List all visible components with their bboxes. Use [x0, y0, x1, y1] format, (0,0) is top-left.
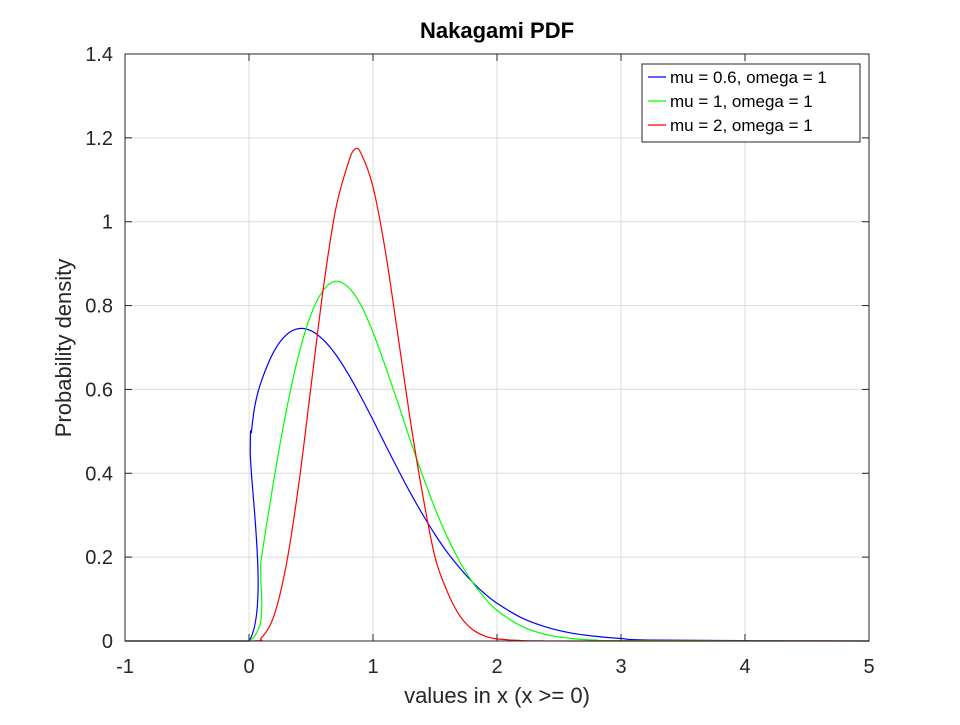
x-tick-label: 3	[615, 656, 626, 678]
chart-title: Nakagami PDF	[420, 18, 574, 43]
x-tick-label: 5	[863, 656, 874, 678]
legend: mu = 0.6, omega = 1 mu = 1, omega = 1 mu =…	[641, 63, 861, 143]
legend-entry-1: mu = 0.6, omega = 1	[670, 68, 827, 87]
legend-entry-2: mu = 1, omega = 1	[670, 92, 813, 111]
x-tick-label: 0	[243, 656, 254, 678]
legend-box	[641, 63, 861, 143]
y-tick-label: 0.8	[85, 296, 113, 318]
y-tick-label: 0.2	[85, 547, 113, 569]
axis-ticks: -1 0 1 2 3 4 500.20.40.60.811.21.4	[85, 44, 874, 678]
series-line-1	[125, 327, 870, 642]
x-tick-label: 1	[367, 656, 378, 678]
legend-entry-3: mu = 2, omega = 1	[670, 116, 813, 135]
y-tick-label: 0.6	[85, 379, 113, 401]
x-tick-label: 2	[491, 656, 502, 678]
y-tick-label: 1.4	[85, 44, 113, 66]
y-tick-label: 1	[102, 212, 113, 234]
y-tick-label: 1.2	[85, 128, 113, 150]
y-tick-label: 0	[102, 631, 113, 653]
x-axis-label: values in x (x >= 0)	[404, 683, 590, 708]
x-tick-label: -1	[116, 656, 134, 678]
y-axis-label: Probability density	[51, 259, 76, 438]
y-tick-label: 0.4	[85, 463, 113, 485]
x-tick-label: 4	[739, 656, 750, 678]
series-line-2	[125, 280, 870, 642]
